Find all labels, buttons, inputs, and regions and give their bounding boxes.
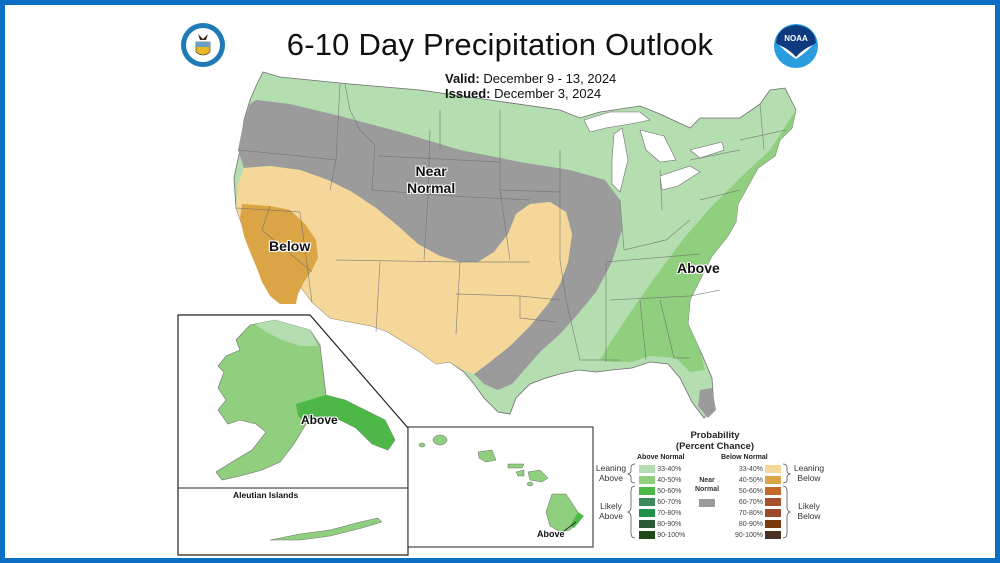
legend-above-row: 70-80% [639, 508, 687, 518]
near-line1: Near [415, 163, 447, 179]
region-near-normal [238, 100, 622, 390]
swatch-above-40-50 [639, 476, 655, 484]
region-above-40-50 [600, 110, 796, 372]
swatch-above-33-40 [639, 465, 655, 473]
legend-above-row: 90-100% [639, 530, 687, 540]
hawaii-above-label: Above [537, 529, 565, 539]
swatch-above-70-80 [639, 509, 655, 517]
commerce-seal-icon [181, 23, 225, 67]
legend-below-row: 60-70% [733, 497, 782, 507]
valid-value: December 9 - 13, 2024 [483, 71, 617, 86]
valid-label: Valid: [445, 71, 480, 86]
above-normal-header: Above Normal [637, 454, 685, 461]
great-lakes [583, 111, 725, 193]
probability-legend: Probability (Percent Chance) Above Norma… [595, 425, 835, 555]
leaning-below-label: Leaning Below [793, 463, 825, 483]
legend-above-row: 60-70% [639, 497, 687, 507]
swatch-below-90-100 [765, 531, 782, 539]
state-boundaries [235, 83, 787, 362]
above-braces [627, 463, 636, 539]
swatch-below-80-90 [765, 520, 782, 528]
near-normal-legend-label: Near Normal [694, 477, 720, 493]
conus-map [233, 71, 797, 419]
valid-row: Valid: December 9 - 13, 2024 [445, 71, 616, 86]
legend-below-row: 90-100% [733, 530, 782, 540]
legend-below-row: 50-60% [733, 486, 782, 496]
swatch-below-50-60 [765, 487, 782, 495]
near-line2: Normal [407, 180, 456, 196]
leaning-above-label: Leaning Above [595, 463, 627, 483]
swatch-above-80-90 [639, 520, 655, 528]
legend-below-row: 70-80% [733, 508, 782, 518]
swatch-below-40-50 [765, 476, 782, 484]
alaska-north-33-40 [255, 320, 318, 346]
legend-above-row: 50-60% [639, 486, 687, 496]
legend-title-1: Probability [690, 430, 740, 441]
likely-below-label: Likely Below [797, 501, 821, 521]
swatch-above-50-60 [639, 487, 655, 495]
above-label: Above [677, 260, 720, 276]
alaska-inset [177, 314, 409, 556]
swatch-below-33-40 [765, 465, 782, 473]
legend-above-row: 40-50% [639, 475, 687, 485]
legend-above-row: 80-90% [639, 519, 687, 529]
noaa-logo-icon: NOAA [774, 24, 818, 68]
region-below-33-40 [236, 166, 572, 374]
page-title: 6-10 Day Precipitation Outlook [286, 27, 714, 62]
legend-above-row: 33-40% [639, 464, 687, 474]
below-braces [782, 463, 791, 539]
swatch-above-60-70 [639, 498, 655, 506]
legend-below-row: 80-90% [733, 519, 782, 529]
date-block: Valid: December 9 - 13, 2024 Issued: Dec… [445, 71, 616, 101]
issued-value: December 3, 2024 [494, 86, 602, 101]
likely-above-label: Likely Above [598, 501, 624, 521]
svg-text:NOAA: NOAA [784, 34, 808, 43]
swatch-near-normal [699, 499, 715, 507]
legend-title-2: (Percent Chance) [675, 441, 755, 452]
region-florida-near-normal [698, 388, 716, 418]
region-below-40-50 [240, 204, 318, 304]
aleutian-islands-title: Aleutian Islands [233, 490, 299, 500]
aleutian-islands [269, 517, 383, 541]
issued-label: Issued: [445, 86, 491, 101]
hawaii-inset [407, 426, 594, 548]
legend-below-row: 40-50% [733, 475, 782, 485]
alaska-south-50-60 [296, 395, 395, 450]
alaska-above-label: Above [301, 413, 338, 427]
near-normal-label: Near Normal [407, 163, 455, 197]
swatch-below-70-80 [765, 509, 782, 517]
swatch-above-90-100 [639, 531, 655, 539]
swatch-below-60-70 [765, 498, 782, 506]
legend-below-row: 33-40% [733, 464, 782, 474]
issued-row: Issued: December 3, 2024 [445, 86, 616, 101]
below-label: Below [269, 238, 311, 254]
outlook-figure: 6-10 Day Precipitation Outlook Valid: De… [5, 5, 995, 558]
below-normal-header: Below Normal [721, 454, 768, 461]
